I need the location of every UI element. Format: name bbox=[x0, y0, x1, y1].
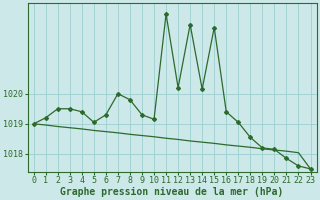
X-axis label: Graphe pression niveau de la mer (hPa): Graphe pression niveau de la mer (hPa) bbox=[60, 186, 284, 197]
